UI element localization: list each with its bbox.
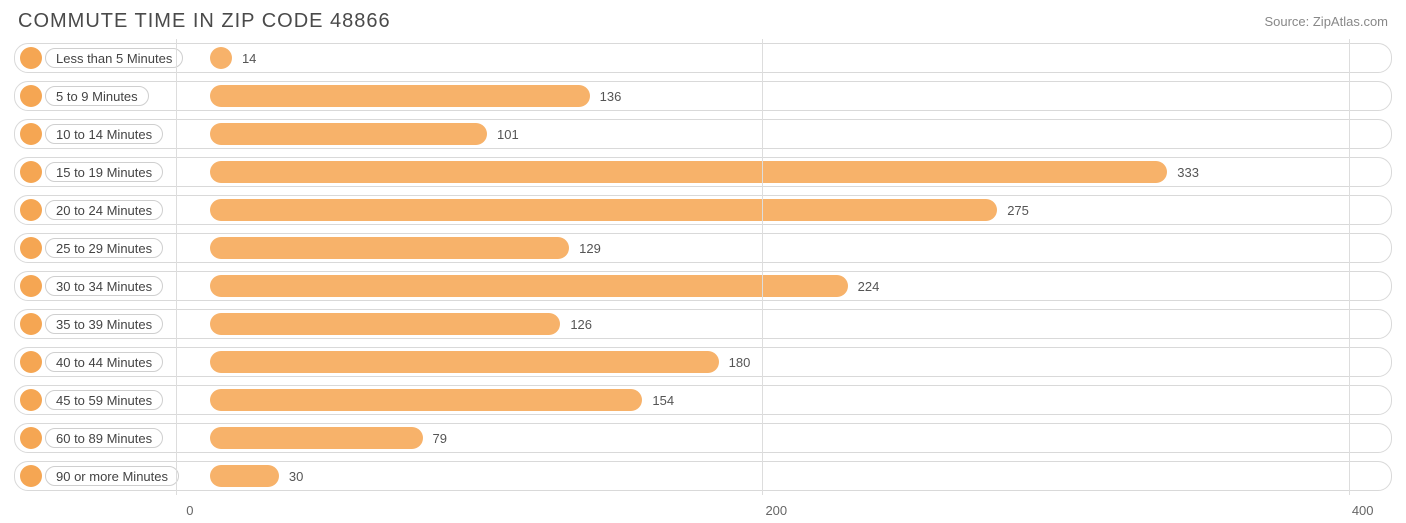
bar-row: 5 to 9 Minutes 136 [14, 81, 1392, 111]
bar [210, 161, 1167, 183]
bar [210, 47, 232, 69]
category-label: 40 to 44 Minutes [45, 352, 163, 372]
bar-value: 275 [1007, 196, 1029, 224]
category-label: 30 to 34 Minutes [45, 276, 163, 296]
bar-value: 136 [600, 82, 622, 110]
bar-value: 129 [579, 234, 601, 262]
bar-value: 30 [289, 462, 303, 490]
bar [210, 237, 569, 259]
category-label: 45 to 59 Minutes [45, 390, 163, 410]
bar-cap [20, 351, 42, 373]
bar-value: 180 [729, 348, 751, 376]
chart-title: COMMUTE TIME IN ZIP CODE 48866 [18, 10, 391, 33]
bar-row: 20 to 24 Minutes 275 [14, 195, 1392, 225]
category-label: 5 to 9 Minutes [45, 86, 149, 106]
bar-value: 224 [858, 272, 880, 300]
bar-chart: Less than 5 Minutes 14 5 to 9 Minutes 136 10… [0, 39, 1406, 523]
bar-row: 35 to 39 Minutes 126 [14, 309, 1392, 339]
bar-cap [20, 85, 42, 107]
bar-value: 154 [652, 386, 674, 414]
bar [210, 313, 560, 335]
category-label: 15 to 19 Minutes [45, 162, 163, 182]
bar [210, 465, 279, 487]
bar-value: 126 [570, 310, 592, 338]
bar-row: 30 to 34 Minutes 224 [14, 271, 1392, 301]
x-axis: 0 200 400 [14, 499, 1392, 523]
bar-value: 79 [433, 424, 447, 452]
bar-row: 15 to 19 Minutes 333 [14, 157, 1392, 187]
category-label: 90 or more Minutes [45, 466, 179, 486]
bar [210, 123, 487, 145]
header: COMMUTE TIME IN ZIP CODE 48866 Source: Z… [0, 0, 1406, 39]
bar-value: 101 [497, 120, 519, 148]
bar-value: 333 [1177, 158, 1199, 186]
bar-row: 10 to 14 Minutes 101 [14, 119, 1392, 149]
bar-row: 45 to 59 Minutes 154 [14, 385, 1392, 415]
category-label: 60 to 89 Minutes [45, 428, 163, 448]
bar-cap [20, 465, 42, 487]
bar-row: 90 or more Minutes 30 [14, 461, 1392, 491]
bar-value: 14 [242, 44, 256, 72]
bar-row: 60 to 89 Minutes 79 [14, 423, 1392, 453]
bar-row: 25 to 29 Minutes 129 [14, 233, 1392, 263]
x-tick-label: 400 [1352, 503, 1374, 518]
bar-cap [20, 275, 42, 297]
chart-source: Source: ZipAtlas.com [1264, 14, 1388, 29]
bar [210, 199, 997, 221]
category-label: 10 to 14 Minutes [45, 124, 163, 144]
bar-cap [20, 313, 42, 335]
bar-cap [20, 427, 42, 449]
x-tick-label: 200 [765, 503, 787, 518]
bar-cap [20, 47, 42, 69]
bar-cap [20, 199, 42, 221]
category-label: 25 to 29 Minutes [45, 238, 163, 258]
bar [210, 85, 590, 107]
bar [210, 389, 642, 411]
bar-cap [20, 161, 42, 183]
bar [210, 351, 719, 373]
category-label: Less than 5 Minutes [45, 48, 183, 68]
bar [210, 275, 848, 297]
bar-cap [20, 237, 42, 259]
bar-row: 40 to 44 Minutes 180 [14, 347, 1392, 377]
bar-row: Less than 5 Minutes 14 [14, 43, 1392, 73]
category-label: 35 to 39 Minutes [45, 314, 163, 334]
bar [210, 427, 423, 449]
bar-cap [20, 123, 42, 145]
bar-cap [20, 389, 42, 411]
category-label: 20 to 24 Minutes [45, 200, 163, 220]
x-tick-label: 0 [186, 503, 193, 518]
